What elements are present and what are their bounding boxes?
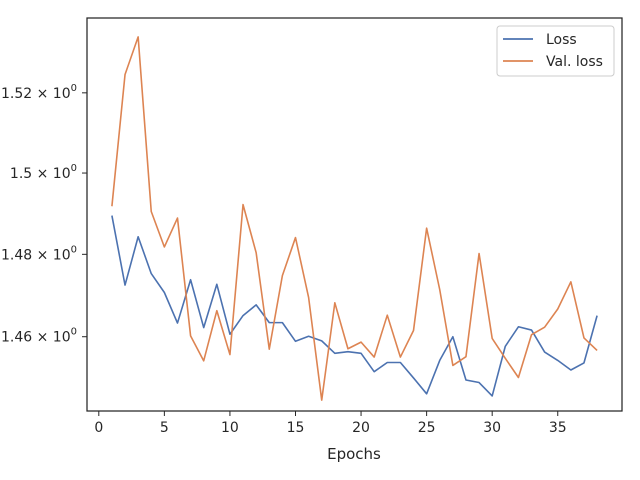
x-tick-label: 20 [352,420,370,436]
legend-label-loss: Loss [546,32,577,48]
plot-frame [86,17,623,412]
x-tick-label: 10 [221,420,239,436]
legend-label-val-loss: Val. loss [546,54,603,70]
x-axis-label: Epochs [327,445,381,463]
x-tick-label: 5 [160,420,169,436]
x-tick-label: 35 [549,420,567,436]
series-line-val-loss [111,36,598,401]
x-tick-label: 30 [483,420,501,436]
y-tick-label: 1.5 × 100 [10,163,77,182]
x-tick-label: 0 [94,420,103,436]
y-tick-label: 1.52 × 100 [1,83,77,102]
x-axis: 0 5 10 15 20 25 30 35 [94,411,567,436]
series-line-loss [111,215,598,397]
x-tick-label: 25 [418,420,436,436]
legend: Loss Val. loss [496,25,615,77]
series-layer [111,36,598,401]
y-tick-label: 1.46 × 100 [1,327,77,346]
x-tick-label: 15 [287,420,305,436]
y-axis: 1.46 × 100 1.48 × 100 1.5 × 100 1.52 × 100 [1,83,87,346]
y-tick-label: 1.48 × 100 [1,244,77,263]
